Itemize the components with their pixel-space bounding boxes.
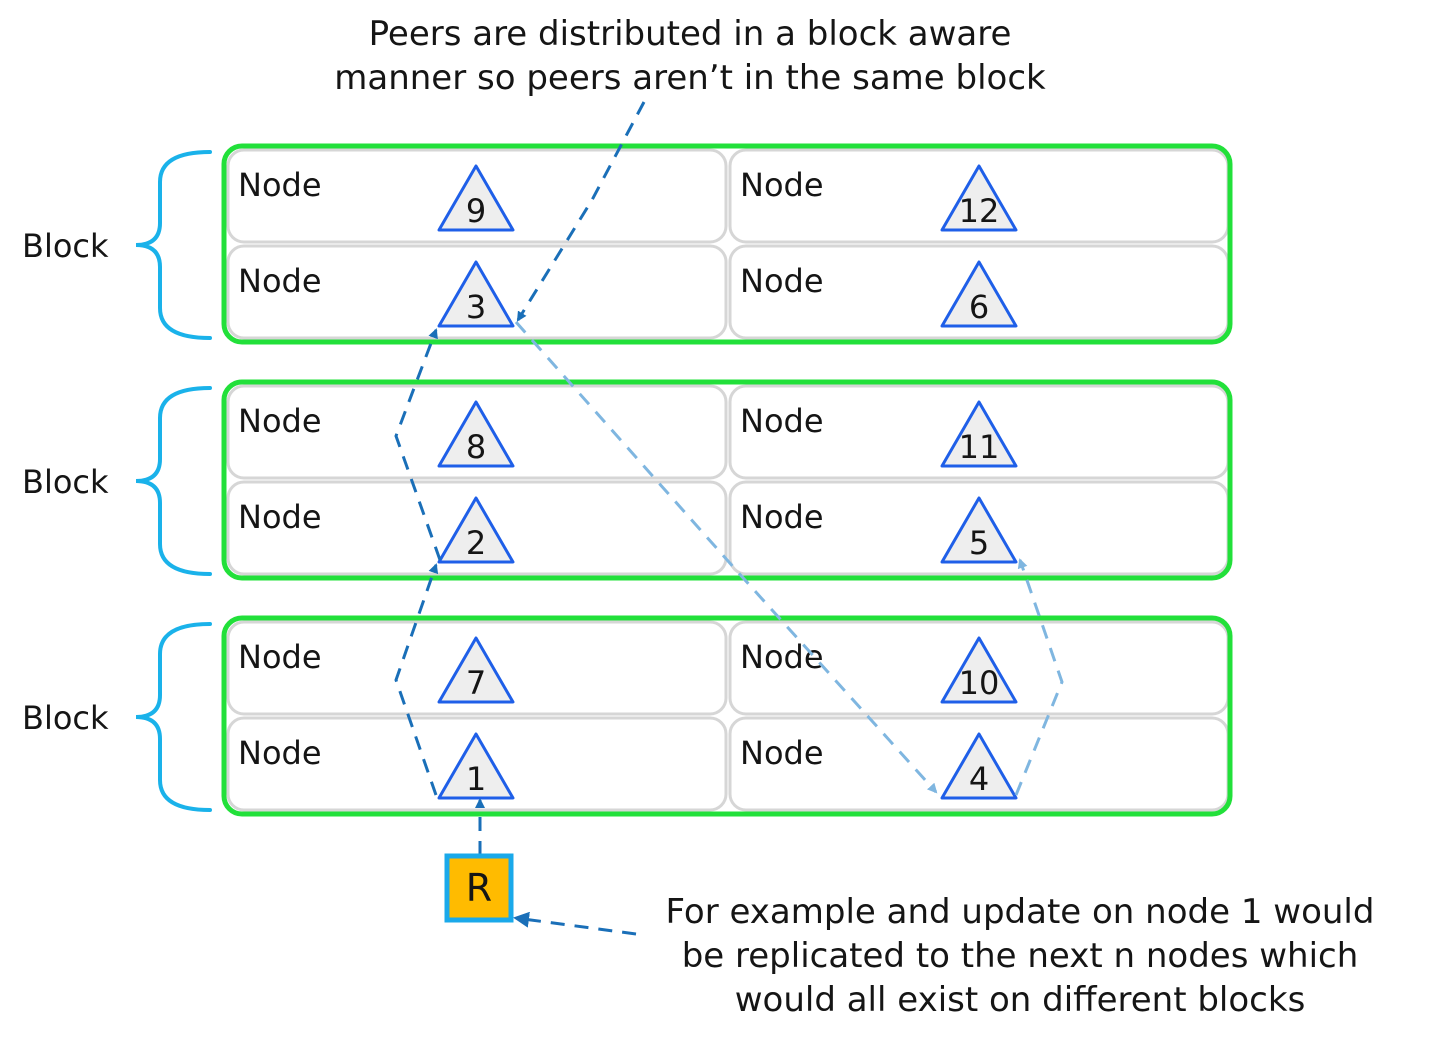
peer-number: 2 [466,524,486,562]
node-label: Node [238,262,322,300]
peer-number: 3 [466,288,486,326]
replica-label: R [466,866,492,910]
block-label: Block [22,227,109,265]
block-outline [221,615,1233,817]
node-label: Node [238,402,322,440]
peer-arrow-1-2 [394,563,439,796]
peer-number: 10 [959,664,1000,702]
caption-top: Peers are distributed in a block aware m… [300,12,1080,100]
node-label: Node [238,638,322,676]
node-label: Node [740,498,824,536]
peer-number: 7 [466,664,486,702]
node-label: Node [740,638,824,676]
caption-bottom-line: For example and update on node 1 would [665,892,1375,932]
node-label: Node [740,262,824,300]
peer-arrow-2-3 [394,328,442,561]
block-outline [221,143,1233,345]
caption-bottom-line: would all exist on different blocks [734,980,1306,1020]
peer-arrow-4-5 [1014,558,1064,796]
peer-triangle [437,636,515,704]
node-label: Node [740,166,824,204]
node-label: Node [740,734,824,772]
peer-number: 1 [466,760,486,798]
block-brace [135,386,212,576]
block: Block Node 9 Node 12 Node 3 Node 6 [22,143,1233,345]
replica-box [444,853,514,923]
peer-triangle [437,400,515,468]
peer-number: 8 [466,428,486,466]
peer-number: 12 [959,192,1000,230]
block-label: Block [22,463,109,501]
block-label: Block [22,699,109,737]
block-brace [135,622,212,812]
peer-triangle [437,260,515,328]
block-brace [135,150,212,340]
peer-triangle [940,732,1018,800]
node-label: Node [740,402,824,440]
caption-top-pointer [516,101,646,322]
peer-triangle [940,636,1018,704]
caption-top-line: Peers are distributed in a block aware [368,14,1012,54]
caption-bottom-line: be replicated to the next n nodes which [681,936,1359,976]
block-outline [221,379,1233,581]
peer-number: 5 [969,524,989,562]
peer-number: 4 [969,760,989,798]
node-label: Node [238,734,322,772]
peer-triangle [940,400,1018,468]
peer-number: 11 [959,428,1000,466]
caption-top-line: manner so peers aren’t in the same block [334,58,1046,98]
caption-bottom: For example and update on node 1 would b… [620,890,1420,1022]
peer-triangle [940,260,1018,328]
peer-triangle [940,164,1018,232]
node-label: Node [238,166,322,204]
peer-triangle [437,164,515,232]
peer-number: 9 [466,192,486,230]
node-label: Node [238,498,322,536]
peer-arrow-3-4 [514,321,938,794]
block: Block Node 8 Node 11 Node 2 Node 5 [22,379,1233,581]
peer-triangle [437,496,515,564]
peer-triangle [940,496,1018,564]
peer-number: 6 [969,288,989,326]
caption-bottom-pointer [513,911,637,936]
block: Block Node 7 Node 10 Node 1 Node 4 [22,615,1233,817]
